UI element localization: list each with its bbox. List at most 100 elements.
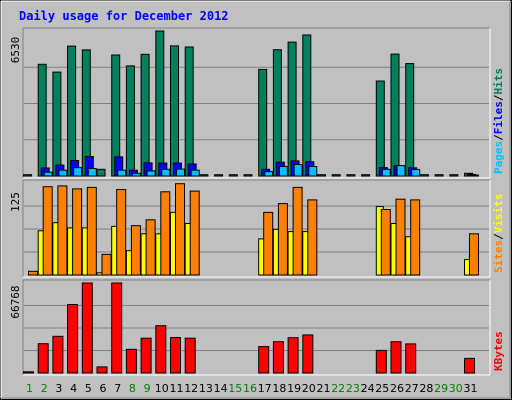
- bar-sites-day-27: [410, 199, 421, 276]
- bar-sites-day-7: [116, 189, 127, 276]
- right-label-top: Pages/Files/Hits: [492, 68, 505, 174]
- bar-pages-day-4: [73, 167, 83, 177]
- bar-hits-day-22: [331, 174, 341, 177]
- bar-kbytes-day-20: [302, 334, 314, 374]
- bar-pages-day-12: [190, 169, 200, 177]
- bar-hits-day-13: [199, 174, 209, 177]
- bar-sites-day-1: [28, 270, 38, 276]
- right-label-bottom: KBytes: [492, 331, 505, 371]
- right-label-part: /: [492, 94, 505, 101]
- bar-hits-day-28: [419, 174, 429, 177]
- x-tick-label-day-23: 23: [346, 382, 360, 395]
- bar-pages-day-26: [396, 165, 406, 177]
- bar-pages-day-9: [146, 170, 156, 177]
- bar-kbytes-day-18: [272, 341, 284, 374]
- bar-kbytes-day-26: [390, 341, 402, 374]
- bar-hits-day-21: [317, 174, 326, 177]
- x-tick-label-day-3: 3: [55, 382, 62, 395]
- bar-kbytes-day-5: [81, 282, 93, 374]
- right-label-part: Pages: [492, 141, 505, 174]
- bar-hits-day-6: [96, 168, 106, 177]
- x-tick-label-day-2: 2: [41, 382, 48, 395]
- x-tick-label-day-16: 16: [243, 382, 257, 395]
- bar-pages-day-27: [411, 169, 421, 177]
- x-tick-label-day-11: 11: [170, 382, 184, 395]
- bar-hits-day-16: [243, 174, 253, 177]
- chart-title: Daily usage for December 2012: [19, 9, 229, 23]
- bar-kbytes-day-11: [170, 337, 181, 374]
- x-tick-label-day-19: 19: [287, 382, 301, 395]
- bar-sites-day-17: [263, 211, 274, 276]
- x-tick-label-day-20: 20: [302, 382, 316, 395]
- bar-pages-day-25: [381, 168, 391, 177]
- bar-hits-day-11: [170, 45, 179, 177]
- bar-hits-day-30: [449, 174, 459, 177]
- x-tick-label-day-25: 25: [375, 382, 389, 395]
- bar-sites-day-4: [72, 188, 83, 276]
- bar-sites-day-25: [380, 209, 391, 276]
- x-tick-label-day-27: 27: [405, 382, 419, 395]
- right-label-part: Sites: [492, 240, 505, 273]
- bar-kbytes-day-3: [52, 335, 64, 374]
- bar-sites-day-8: [130, 225, 141, 276]
- x-tick-label-day-8: 8: [129, 382, 136, 395]
- bar-sites-day-9: [145, 219, 156, 276]
- bar-pages-day-7: [117, 169, 127, 177]
- bar-hits-day-2: [37, 63, 47, 177]
- bar-kbytes-day-7: [111, 282, 123, 374]
- x-tick-label-day-12: 12: [184, 382, 198, 395]
- bar-sites-day-26: [395, 198, 406, 276]
- x-tick-label-day-13: 13: [199, 382, 213, 395]
- x-tick-label-day-7: 7: [114, 382, 121, 395]
- bar-hits-day-12: [184, 46, 194, 177]
- bar-hits-day-8: [125, 65, 135, 177]
- bar-kbytes-day-2: [37, 343, 49, 374]
- bar-sites-day-10: [160, 191, 171, 276]
- x-tick-label-day-18: 18: [272, 382, 286, 395]
- bar-kbytes-day-6: [96, 366, 108, 374]
- bar-hits-day-14: [214, 174, 224, 177]
- bar-pages-day-11: [176, 168, 185, 177]
- x-tick-label-day-28: 28: [419, 382, 433, 395]
- bar-sites-day-5: [86, 186, 97, 276]
- y-max-label-top: 6530: [9, 37, 22, 64]
- x-tick-label-day-30: 30: [449, 382, 463, 395]
- right-label-part: Hits: [492, 68, 505, 95]
- right-label-part: Visits: [492, 194, 505, 234]
- y-max-label-bottom: 66768: [9, 285, 22, 318]
- x-tick-label-day-26: 26: [390, 382, 404, 395]
- bar-pages-day-3: [58, 169, 68, 177]
- bar-hits-day-9: [140, 53, 150, 177]
- bar-hits-day-17: [258, 68, 268, 177]
- bar-kbytes-day-12: [184, 337, 196, 374]
- bar-sites-day-2: [42, 186, 53, 276]
- y-max-label-middle: 125: [9, 192, 22, 212]
- bar-pages-day-18: [278, 166, 288, 177]
- bar-kbytes-day-17: [258, 346, 270, 374]
- bar-pages-day-31: [470, 174, 479, 177]
- x-tick-label-day-29: 29: [434, 382, 448, 395]
- right-label-part: KBytes: [492, 331, 505, 371]
- x-tick-label-day-10: 10: [155, 382, 169, 395]
- bar-hits-day-27: [405, 63, 415, 177]
- bar-pages-day-8: [131, 172, 141, 177]
- bar-hits-day-10: [155, 30, 165, 177]
- x-tick-label-day-4: 4: [70, 382, 77, 395]
- bar-kbytes-day-10: [155, 325, 167, 374]
- x-tick-label-day-17: 17: [258, 382, 272, 395]
- x-tick-label-day-21: 21: [317, 382, 331, 395]
- bar-hits-day-23: [346, 174, 356, 177]
- bar-hits-day-19: [287, 41, 297, 177]
- x-tick-label-day-5: 5: [85, 382, 92, 395]
- x-tick-label-day-22: 22: [331, 382, 345, 395]
- bar-kbytes-day-19: [287, 337, 299, 374]
- bar-kbytes-day-27: [405, 343, 417, 374]
- bar-kbytes-day-4: [67, 304, 79, 374]
- bar-hits-day-15: [228, 174, 238, 177]
- bar-sites-day-18: [277, 203, 288, 276]
- bar-pages-day-20: [308, 166, 318, 177]
- x-tick-label-day-14: 14: [214, 382, 228, 395]
